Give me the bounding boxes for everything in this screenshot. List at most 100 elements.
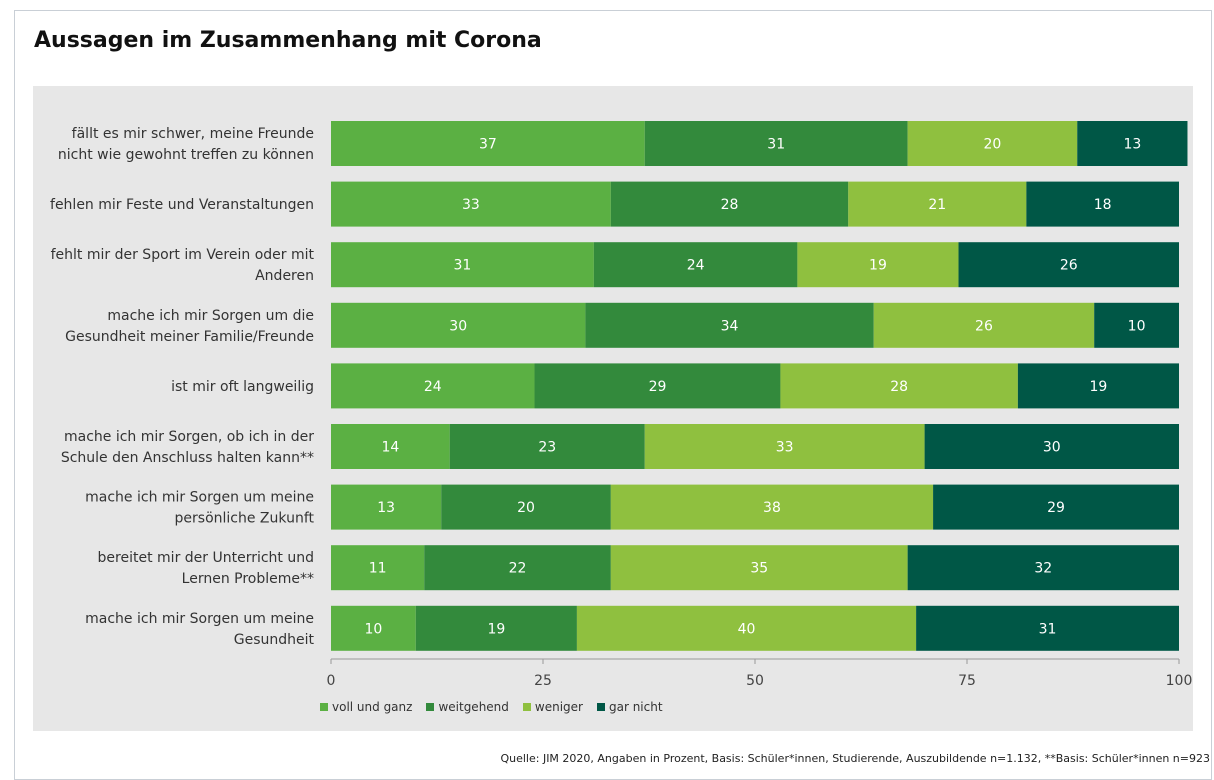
bar-segment	[797, 242, 959, 288]
data-label: 29	[649, 379, 667, 395]
bar-segment	[331, 302, 586, 348]
x-tick-label: 0	[327, 673, 336, 689]
bar-segment	[585, 302, 874, 348]
data-label: 35	[750, 561, 768, 577]
data-label: 19	[487, 621, 505, 637]
data-label: 18	[1094, 197, 1112, 213]
legend-label: weitgehend	[438, 700, 509, 714]
bar-segment	[644, 121, 908, 166]
x-tick-label: 100	[1166, 673, 1193, 689]
data-label: 34	[721, 318, 739, 334]
category-label: nicht wie gewohnt treffen zu können	[58, 147, 314, 163]
bar-segment	[331, 363, 535, 409]
category-label: mache ich mir Sorgen um meine	[85, 611, 314, 627]
data-label: 40	[738, 621, 756, 637]
bar-segment	[958, 242, 1179, 288]
bar-segment	[576, 605, 917, 651]
data-label: 22	[509, 561, 527, 577]
legend-item: gar nicht	[596, 700, 663, 714]
data-label: 31	[767, 137, 785, 153]
data-label: 24	[687, 258, 705, 274]
bar-segment	[873, 302, 1095, 348]
data-label: 11	[369, 561, 387, 577]
legend-item: weniger	[522, 700, 583, 714]
bar-segment	[331, 121, 645, 166]
data-label: 37	[479, 137, 497, 153]
data-label: 33	[776, 440, 794, 456]
legend-label: voll und ganz	[332, 700, 413, 714]
legend-swatch	[320, 703, 328, 711]
category-label: Gesundheit meiner Familie/Freunde	[65, 329, 314, 345]
category-label: Gesundheit	[234, 632, 315, 648]
chart-legend: voll und ganz weitgehend weniger gar nicht	[320, 700, 663, 714]
legend-swatch	[522, 703, 531, 711]
data-label: 30	[1043, 440, 1061, 456]
bar-segment	[610, 181, 849, 227]
bar-segment	[593, 242, 798, 288]
chart-title: Aussagen im Zusammenhang mit Corona	[34, 28, 542, 53]
data-label: 10	[364, 621, 382, 637]
bar-segment	[924, 424, 1179, 469]
category-label: Anderen	[255, 268, 314, 284]
legend-swatch	[596, 703, 605, 711]
bar-segment	[331, 545, 425, 591]
category-label: fehlen mir Feste und Veranstaltungen	[50, 197, 314, 213]
bar-segment	[1026, 181, 1179, 227]
bar-segment	[331, 424, 450, 469]
bar-segment	[780, 363, 1018, 409]
bar-segment	[1094, 302, 1179, 348]
data-label: 26	[1060, 258, 1078, 274]
data-label: 29	[1047, 500, 1065, 516]
bar-segment	[644, 424, 925, 469]
category-label: Lernen Probleme**	[182, 571, 314, 587]
x-tick-label: 75	[958, 673, 976, 689]
source-note: Quelle: JIM 2020, Angaben in Prozent, Ba…	[500, 752, 1210, 765]
data-label: 28	[890, 379, 908, 395]
data-label: 38	[763, 500, 781, 516]
legend-item: weitgehend	[426, 700, 509, 714]
stacked-bar-chart: fällt es mir schwer, meine Freunde nicht …	[50, 121, 1193, 689]
category-label: mache ich mir Sorgen, ob ich in der	[64, 429, 314, 445]
data-label: 10	[1128, 318, 1146, 334]
bar-segment	[331, 605, 416, 651]
data-label: 21	[928, 197, 946, 213]
legend-swatch	[426, 703, 435, 711]
legend-label: weniger	[534, 700, 583, 714]
bar-segment	[449, 424, 645, 469]
data-label: 32	[1034, 561, 1052, 577]
category-label: mache ich mir Sorgen um die	[107, 308, 314, 324]
data-label: 33	[462, 197, 480, 213]
category-label: mache ich mir Sorgen um meine	[85, 490, 314, 506]
bar-segment	[933, 484, 1179, 530]
bar-segment	[916, 605, 1179, 651]
bar-segment	[848, 181, 1027, 227]
data-label: 19	[869, 258, 887, 274]
bar-segment	[424, 545, 611, 591]
data-label: 26	[975, 318, 993, 334]
category-label: Schule den Anschluss halten kann**	[61, 450, 314, 466]
bar-segment	[610, 545, 908, 591]
bar-segment	[907, 545, 1179, 591]
category-label: fällt es mir schwer, meine Freunde	[72, 126, 314, 142]
bar-segment	[534, 363, 781, 409]
data-label: 14	[381, 440, 399, 456]
category-label: persönliche Zukunft	[175, 511, 315, 527]
data-label: 30	[449, 318, 467, 334]
bar-segment	[1017, 363, 1179, 409]
data-label: 13	[1123, 137, 1141, 153]
x-tick-label: 50	[746, 673, 764, 689]
data-label: 23	[538, 440, 556, 456]
x-tick-label: 25	[534, 673, 552, 689]
bar-segment	[331, 181, 611, 227]
data-label: 13	[377, 500, 395, 516]
bar-segment	[441, 484, 611, 530]
category-label: ist mir oft langweilig	[171, 379, 314, 395]
bar-segment	[1077, 121, 1188, 166]
bar-segment	[415, 605, 577, 651]
data-label: 28	[721, 197, 739, 213]
category-label: bereitet mir der Unterricht und	[98, 550, 314, 566]
data-label: 20	[984, 137, 1002, 153]
data-label: 24	[424, 379, 442, 395]
data-label: 31	[454, 258, 472, 274]
data-label: 20	[517, 500, 535, 516]
